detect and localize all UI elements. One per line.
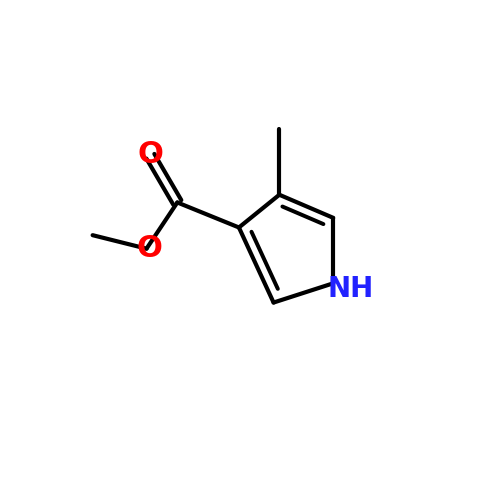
Text: O: O: [136, 234, 162, 263]
Text: NH: NH: [328, 275, 374, 303]
Text: O: O: [138, 140, 164, 169]
